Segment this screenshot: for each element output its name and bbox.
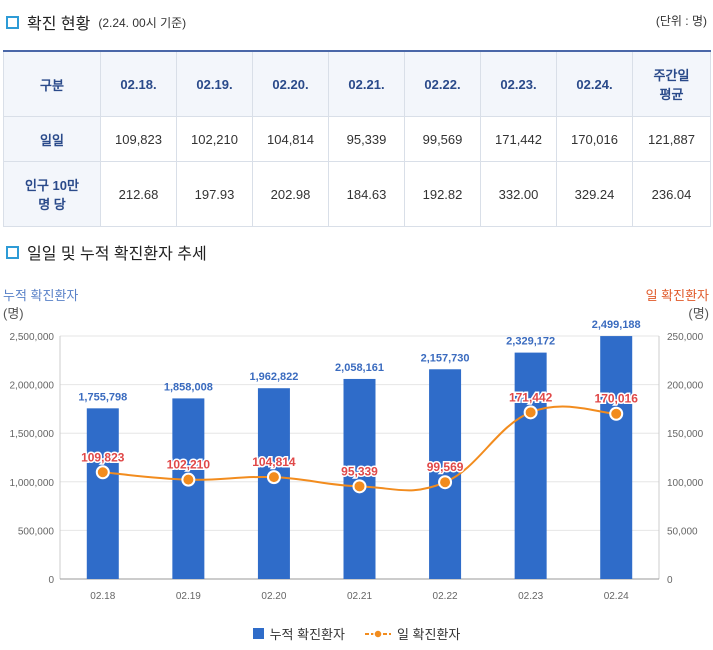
table-cell: 104,814 [252, 116, 329, 162]
line-point [523, 405, 538, 420]
line-point [438, 475, 453, 490]
header-cell: 주간일 평균 [632, 50, 711, 117]
line-point [95, 465, 110, 480]
section-header-status: 확진 현황 (2.24. 00시 기준) [6, 10, 186, 34]
right-axis-unit: (명) [688, 306, 709, 321]
table-cell: 197.93 [176, 161, 253, 227]
bar [172, 398, 205, 579]
chart-section-title: 일일 및 누적 확진환자 추세 [27, 246, 207, 263]
x-tick-label: 02.22 [433, 591, 458, 602]
table-cell: 170,016 [556, 116, 633, 162]
right-tick-label: 50,000 [667, 526, 698, 537]
section-header-trend: 일일 및 누적 확진환자 추세 [6, 240, 207, 264]
section-title: 확진 현황 [27, 16, 91, 33]
table-row: 인구 10만 명 당 212.68 197.93 202.98 184.63 1… [3, 161, 711, 227]
line-value-label: 102,210 [167, 458, 211, 472]
legend-label: 일 확진환자 [396, 627, 461, 642]
bar-value-label: 2,499,188 [592, 319, 641, 331]
bar-value-label: 1,858,008 [164, 381, 213, 393]
trend-chart: 0 0 500,000 50,000 1,000,000 100,000 1,500,000… [10, 319, 704, 602]
table-cell: 102,210 [176, 116, 253, 162]
header-cell: 02.18. [100, 50, 177, 117]
right-tick-label: 150,000 [667, 429, 704, 440]
table-cell: 99,569 [404, 116, 481, 162]
table-cell: 212.68 [100, 161, 177, 227]
legend-label: 누적 확진환자 [269, 627, 345, 642]
summary-table: 구분 02.18. 02.19. 02.20. 02.21. 02.22. 02… [3, 50, 711, 227]
line-value-label: 104,814 [252, 455, 296, 469]
chart-legend: 누적 확진환자 일 확진환자 [0, 624, 713, 643]
table-cell: 121,887 [632, 116, 711, 162]
table-cell: 95,339 [328, 116, 405, 162]
line-point [266, 470, 281, 485]
bar [429, 369, 462, 579]
square-bullet-icon [6, 15, 19, 29]
line-value-label: 171,442 [509, 390, 553, 404]
line-value-label: 170,016 [595, 392, 639, 406]
table-cell: 171,442 [480, 116, 557, 162]
x-tick-label: 02.20 [261, 591, 286, 602]
unit-label: (단위 : 명) [655, 14, 707, 28]
table-cell: 202.98 [252, 161, 329, 227]
bar [514, 352, 547, 579]
x-tick-label: 02.18 [90, 591, 115, 602]
bar-value-label: 2,157,730 [421, 352, 470, 364]
line-value-label: 99,569 [427, 460, 464, 474]
row-label: 일일 [3, 116, 101, 162]
table-header-row: 구분 02.18. 02.19. 02.20. 02.21. 02.22. 02… [3, 50, 711, 117]
left-tick-label: 0 [48, 575, 54, 586]
header-cell: 02.22. [404, 50, 481, 117]
legend-line-swatch [364, 628, 391, 639]
bar [600, 336, 633, 579]
square-bullet-icon [6, 245, 19, 259]
bar-value-label: 2,058,161 [335, 362, 384, 374]
bar-value-label: 1,962,822 [249, 371, 298, 383]
x-tick-label: 02.19 [176, 591, 201, 602]
header-cell: 02.19. [176, 50, 253, 117]
row-label: 인구 10만 명 당 [3, 161, 101, 227]
left-tick-label: 2,000,000 [10, 381, 55, 392]
x-tick-label: 02.21 [347, 591, 372, 602]
legend-item-daily[interactable]: 일 확진환자 [364, 624, 461, 643]
bar-value-label: 2,329,172 [506, 336, 555, 348]
table-cell: 332.00 [480, 161, 557, 227]
bar [343, 378, 376, 579]
table-cell: 329.24 [556, 161, 633, 227]
legend-item-cumulative[interactable]: 누적 확진환자 [252, 624, 345, 643]
left-axis-unit: (명) [3, 306, 24, 321]
left-tick-label: 500,000 [18, 526, 55, 537]
section-subtitle: (2.24. 00시 기준) [98, 15, 187, 30]
header-cell: 구분 [3, 50, 101, 117]
table-cell: 236.04 [632, 161, 711, 227]
line-value-label: 95,339 [341, 464, 378, 478]
line-point [352, 479, 367, 494]
right-axis-title: 일 확진환자 [645, 288, 709, 303]
bar-value-label: 1,755,798 [78, 391, 127, 403]
legend-bar-swatch [252, 628, 264, 639]
table-row: 일일 109,823 102,210 104,814 95,339 99,569… [3, 116, 711, 162]
right-tick-label: 200,000 [667, 381, 704, 392]
line-point [181, 472, 196, 487]
left-tick-label: 1,500,000 [10, 429, 55, 440]
right-tick-label: 0 [667, 575, 673, 586]
x-tick-label: 02.23 [518, 591, 543, 602]
x-tick-label: 02.24 [604, 591, 629, 602]
left-tick-label: 1,000,000 [10, 478, 55, 489]
right-tick-label: 250,000 [667, 332, 704, 343]
line-value-label: 109,823 [81, 450, 125, 464]
table-cell: 192.82 [404, 161, 481, 227]
left-tick-label: 2,500,000 [10, 332, 55, 343]
right-tick-label: 100,000 [667, 478, 704, 489]
line-point [609, 406, 624, 421]
header-cell: 02.21. [328, 50, 405, 117]
bar [86, 408, 119, 579]
header-cell: 02.23. [480, 50, 557, 117]
left-axis-title: 누적 확진환자 [3, 288, 79, 303]
